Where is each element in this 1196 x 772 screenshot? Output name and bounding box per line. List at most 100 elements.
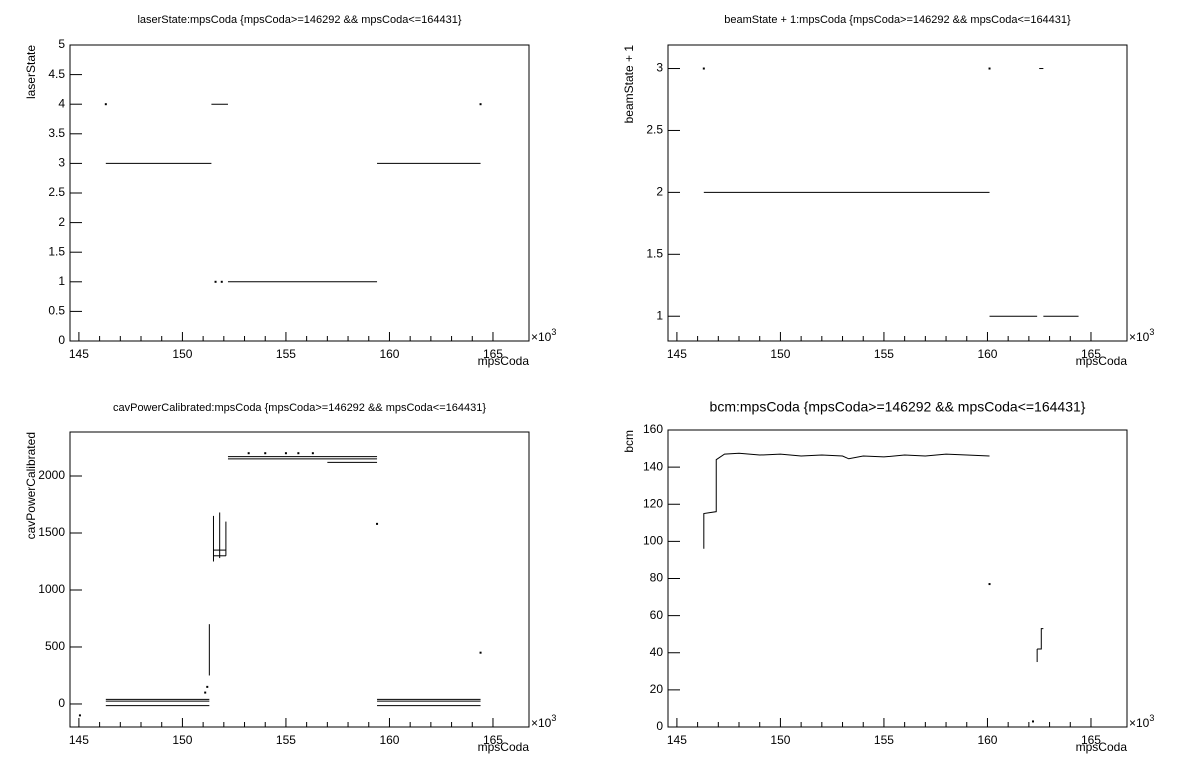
y-axis-label: cavPowerCalibrated [24,432,38,539]
x-multiplier: ×103 [1129,713,1154,730]
multiplier-exponent: 3 [551,713,556,723]
x-tick-label: 150 [770,733,790,747]
plot-frame [69,431,530,728]
x-tick-label: 155 [874,347,894,361]
x-tick-label: 160 [977,733,997,747]
chart-panel: beamState + 1:mpsCoda {mpsCoda>=146292 &… [622,14,1154,368]
y-tick-label: 2.5 [48,185,65,199]
chart-title: bcm:mpsCoda {mpsCoda>=146292 && mpsCoda<… [710,399,1086,415]
y-tick-label: 1 [656,308,663,322]
y-tick-label: 1 [58,274,65,288]
y-tick-label: 0 [58,333,65,347]
y-tick-label: 40 [650,645,664,659]
point [78,714,81,717]
point [311,452,314,455]
multiplier-base: ×10 [1129,716,1150,730]
plot-frame [667,44,1128,342]
point [264,452,267,455]
data-line [703,452,990,549]
x-tick-label: 160 [977,347,997,361]
multiplier-exponent: 3 [1149,713,1154,723]
chart-panel: laserState:mpsCoda {mpsCoda>=146292 && m… [24,14,556,368]
multiplier-exponent: 3 [1149,327,1154,337]
point [247,452,250,455]
x-tick-label: 160 [379,347,399,361]
x-axis-label: mpsCoda [1076,740,1128,754]
y-tick-label: 80 [650,571,664,585]
multiplier-base: ×10 [1129,330,1150,344]
x-tick-label: 145 [69,347,89,361]
y-tick-label: 0.5 [48,304,65,318]
y-tick-label: 1.5 [646,246,663,260]
data-line [1037,628,1044,650]
point [702,67,705,70]
multiplier-base: ×10 [531,716,552,730]
chart-panel: cavPowerCalibrated:mpsCoda {mpsCoda>=146… [24,402,556,754]
point [104,103,107,106]
x-multiplier: ×103 [1129,327,1154,344]
point [988,583,991,586]
y-tick-label: 120 [643,496,663,510]
point [479,103,482,106]
y-tick-label: 0 [58,696,65,710]
y-tick-label: 100 [643,534,663,548]
multiplier-base: ×10 [531,330,552,344]
point [204,691,207,694]
x-multiplier: ×103 [531,713,556,730]
point [214,280,217,283]
y-tick-label: 4.5 [48,67,65,81]
y-tick-label: 20 [650,682,664,696]
y-tick-label: 3 [656,61,663,75]
y-tick-label: 3 [58,156,65,170]
y-tick-label: 60 [650,608,664,622]
y-tick-label: 2000 [38,468,65,482]
x-tick-label: 165 [483,733,503,747]
point [376,522,379,525]
x-axis-label: mpsCoda [478,354,530,368]
y-tick-label: 2 [656,185,663,199]
y-tick-label: 140 [643,459,663,473]
point [479,651,482,654]
y-tick-label: 160 [643,422,663,436]
y-axis-label: bcm [622,430,636,453]
multiplier-exponent: 3 [551,327,556,337]
point [988,67,991,70]
x-tick-label: 145 [667,733,687,747]
point [284,452,287,455]
x-tick-label: 155 [276,733,296,747]
point [206,685,209,688]
x-tick-label: 165 [1081,347,1101,361]
x-tick-label: 150 [172,733,192,747]
plot-frame [69,44,530,342]
y-tick-label: 3.5 [48,126,65,140]
chart-title: cavPowerCalibrated:mpsCoda {mpsCoda>=146… [113,402,486,414]
x-tick-label: 145 [667,347,687,361]
x-tick-label: 150 [172,347,192,361]
x-tick-label: 160 [379,733,399,747]
y-tick-label: 1.5 [48,244,65,258]
y-tick-label: 2 [58,215,65,229]
x-tick-label: 155 [276,347,296,361]
y-tick-label: 1000 [38,582,65,596]
point [220,280,223,283]
x-tick-label: 155 [874,733,894,747]
y-tick-label: 2.5 [646,123,663,137]
point [297,452,300,455]
x-tick-label: 165 [1081,733,1101,747]
x-tick-label: 145 [69,733,89,747]
x-axis-label: mpsCoda [478,740,530,754]
y-tick-label: 500 [45,639,65,653]
point [1032,720,1035,723]
x-tick-label: 150 [770,347,790,361]
x-multiplier: ×103 [531,327,556,344]
y-axis-label: beamState + 1 [622,45,636,124]
y-tick-label: 0 [656,719,663,733]
y-axis-label: laserState [24,45,38,99]
x-axis-label: mpsCoda [1076,354,1128,368]
chart-title: beamState + 1:mpsCoda {mpsCoda>=146292 &… [724,14,1071,26]
plot-frame [667,429,1128,728]
y-tick-label: 1500 [38,525,65,539]
y-tick-label: 5 [58,37,65,51]
y-tick-label: 4 [58,96,65,110]
